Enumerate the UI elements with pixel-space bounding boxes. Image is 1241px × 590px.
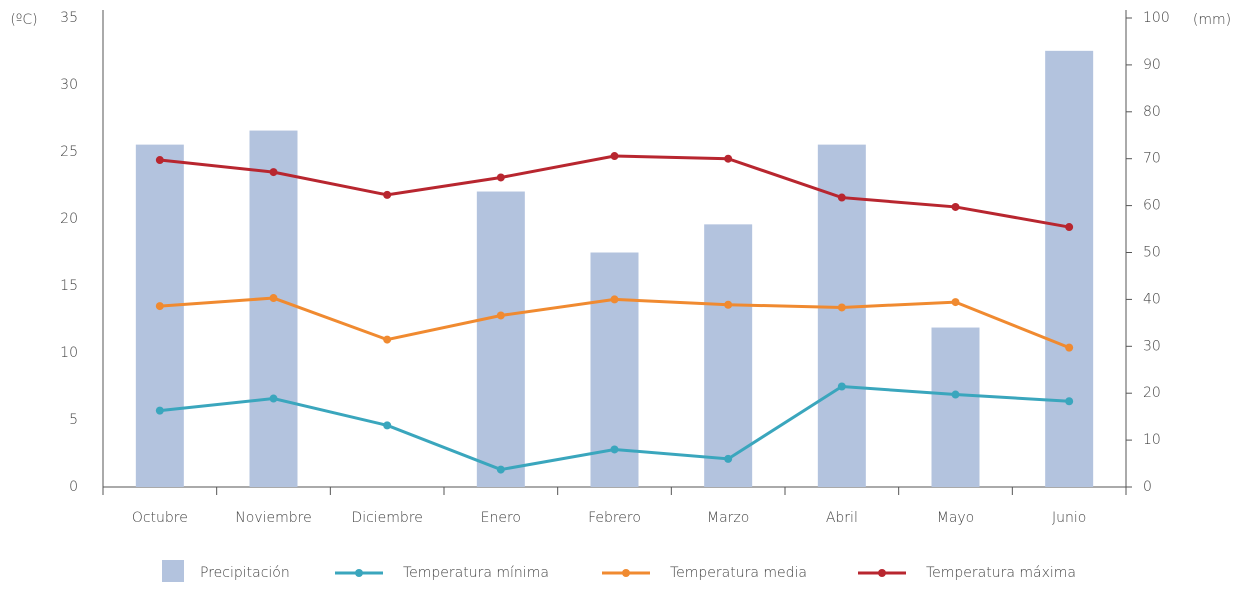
x-tick-label: Diciembre xyxy=(351,510,422,526)
point xyxy=(383,190,392,199)
bar xyxy=(704,224,753,488)
y-axis-label: (ºC) xyxy=(10,12,37,28)
y2-tick-label: 10 xyxy=(1143,432,1161,448)
legend-label: Precipitación xyxy=(200,565,290,581)
y2-tick-label: 20 xyxy=(1143,385,1161,401)
y2-tick-label: 0 xyxy=(1143,479,1152,495)
point xyxy=(496,465,505,474)
point xyxy=(155,156,164,165)
y2-axis-label: (mm) xyxy=(1193,12,1231,28)
point xyxy=(1065,343,1074,352)
legend-label: Temperatura media xyxy=(670,565,807,581)
y-tick-label: 35 xyxy=(60,10,78,26)
point xyxy=(610,445,619,454)
point xyxy=(610,152,619,161)
legend-label: Temperatura máxima xyxy=(926,565,1076,581)
bar xyxy=(817,144,866,487)
legend-swatch xyxy=(355,569,363,577)
bar xyxy=(476,191,525,487)
bar xyxy=(931,327,980,487)
y-tick-label: 10 xyxy=(60,345,78,361)
x-tick-label: Marzo xyxy=(707,510,749,526)
point xyxy=(610,295,619,304)
y2-tick-label: 80 xyxy=(1143,104,1161,120)
point xyxy=(951,390,960,399)
y-tick-label: 20 xyxy=(60,211,78,227)
bar xyxy=(1045,50,1094,488)
y2-tick-label: 30 xyxy=(1143,338,1161,354)
y2-tick-label: 40 xyxy=(1143,291,1161,307)
point xyxy=(269,394,278,403)
y-tick-label: 15 xyxy=(60,278,78,294)
y2-tick-label: 60 xyxy=(1143,198,1161,214)
x-tick-label: Noviembre xyxy=(235,510,311,526)
point xyxy=(269,168,278,177)
point xyxy=(837,303,846,312)
x-tick-label: Febrero xyxy=(588,510,641,526)
point xyxy=(155,406,164,415)
point xyxy=(724,300,733,309)
y-tick-label: 0 xyxy=(69,479,78,495)
point xyxy=(155,302,164,311)
point xyxy=(496,311,505,320)
point xyxy=(724,154,733,163)
legend-swatch xyxy=(622,569,630,577)
point xyxy=(496,173,505,182)
point xyxy=(837,193,846,202)
x-tick-label: Abril xyxy=(826,510,858,526)
point xyxy=(1065,223,1074,232)
point xyxy=(951,202,960,211)
point xyxy=(951,298,960,307)
point xyxy=(269,294,278,303)
x-tick-label: Junio xyxy=(1052,510,1086,526)
x-tick-label: Octubre xyxy=(132,510,188,526)
point xyxy=(837,382,846,391)
y2-tick-label: 50 xyxy=(1143,245,1161,261)
point xyxy=(1065,397,1074,406)
point xyxy=(383,421,392,430)
legend-swatch xyxy=(878,569,886,577)
y2-tick-label: 90 xyxy=(1143,57,1161,73)
x-tick-label: Mayo xyxy=(937,510,975,526)
bar xyxy=(135,144,184,487)
legend-swatch xyxy=(162,560,184,582)
y2-tick-label: 100 xyxy=(1143,10,1170,26)
y-tick-label: 30 xyxy=(60,77,78,93)
point xyxy=(724,454,733,463)
point xyxy=(383,335,392,344)
y-tick-label: 5 xyxy=(69,412,78,428)
y2-tick-label: 70 xyxy=(1143,151,1161,167)
bar xyxy=(249,130,298,487)
x-tick-label: Enero xyxy=(481,510,521,526)
y-tick-label: 25 xyxy=(60,144,78,160)
legend-label: Temperatura mínima xyxy=(403,565,549,581)
